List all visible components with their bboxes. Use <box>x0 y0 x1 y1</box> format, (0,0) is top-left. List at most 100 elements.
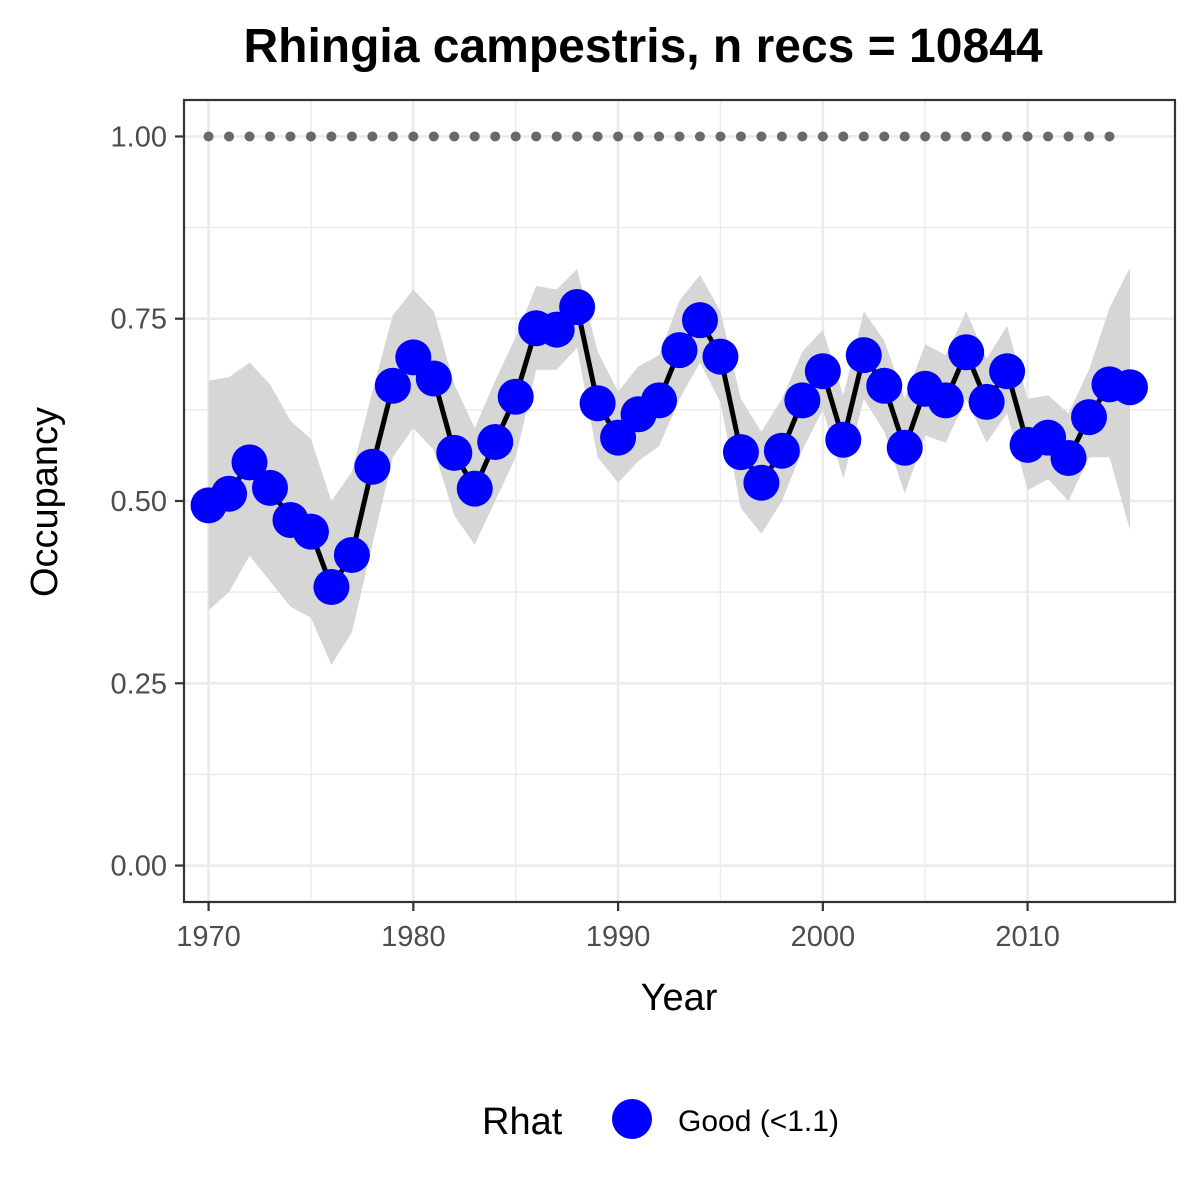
occupancy-points-layer <box>190 289 1148 606</box>
reference-point <box>838 131 849 142</box>
reference-point <box>735 131 746 142</box>
reference-point <box>469 131 480 142</box>
reference-point <box>1002 131 1013 142</box>
occupancy-point <box>845 337 882 374</box>
chart-title: Rhingia campestris, n recs = 10844 <box>243 20 1042 73</box>
reference-point <box>264 131 275 142</box>
reference-point <box>613 131 624 142</box>
y-axis-tick-label: 0.50 <box>111 486 167 518</box>
reference-point <box>490 131 501 142</box>
reference-point <box>1043 131 1054 142</box>
occupancy-point <box>436 434 473 471</box>
reference-point <box>367 131 378 142</box>
reference-point <box>510 131 521 142</box>
occupancy-point <box>784 382 821 419</box>
occupancy-point <box>313 569 350 606</box>
reference-point <box>961 131 972 142</box>
reference-point <box>326 131 337 142</box>
reference-point <box>981 131 992 142</box>
reference-point <box>572 131 583 142</box>
reference-point <box>858 131 869 142</box>
occupancy-point <box>825 421 862 458</box>
reference-point <box>408 131 419 142</box>
y-axis: 0.00 0.25 0.50 0.75 1.00 <box>111 121 184 883</box>
occupancy-point <box>927 382 964 419</box>
reference-point <box>899 131 910 142</box>
x-axis-title: Year <box>641 977 718 1019</box>
occupancy-point <box>968 383 1005 420</box>
x-axis-tick-label: 2000 <box>791 921 856 953</box>
occupancy-point <box>948 334 985 371</box>
occupancy-point <box>231 444 268 481</box>
occupancy-point <box>497 378 534 415</box>
reference-point <box>305 131 316 142</box>
reference-point <box>797 131 808 142</box>
legend-key-point <box>612 1099 652 1139</box>
reference-point <box>654 131 665 142</box>
occupancy-point <box>886 429 923 466</box>
reference-point <box>940 131 951 142</box>
reference-point <box>1022 131 1033 142</box>
occupancy-point <box>333 536 370 573</box>
y-axis-tick-label: 0.75 <box>111 304 167 336</box>
occupancy-point <box>579 385 616 422</box>
trend-line-layer <box>207 304 1131 590</box>
reference-point <box>531 131 542 142</box>
occupancy-point <box>641 382 678 419</box>
x-axis: 1970 1980 1990 2000 2010 <box>176 902 1060 953</box>
reference-point <box>879 131 890 142</box>
x-axis-tick-label: 1980 <box>381 921 446 953</box>
occupancy-point <box>681 302 718 339</box>
occupancy-point <box>1050 439 1087 476</box>
occupancy-point <box>456 470 493 507</box>
reference-point <box>592 131 603 142</box>
legend-title: Rhat <box>482 1101 563 1143</box>
x-axis-tick-label: 2010 <box>995 921 1060 953</box>
reference-point <box>817 131 828 142</box>
occupancy-point <box>415 360 452 397</box>
y-axis-tick-label: 0.00 <box>111 851 167 883</box>
reference-point <box>428 131 439 142</box>
reference-point <box>224 131 235 142</box>
reference-point <box>449 131 460 142</box>
reference-point <box>776 131 787 142</box>
occupancy-point <box>1071 399 1108 436</box>
y-axis-tick-label: 0.25 <box>111 668 167 700</box>
occupancy-point <box>763 432 800 469</box>
reference-point <box>1063 131 1074 142</box>
occupancy-point <box>292 513 329 550</box>
occupancy-trend-line <box>207 304 1131 590</box>
y-axis-tick-label: 1.00 <box>111 121 167 153</box>
occupancy-point <box>661 332 698 369</box>
reference-point <box>715 131 726 142</box>
reference-point <box>920 131 931 142</box>
occupancy-point <box>251 469 288 506</box>
occupancy-point <box>600 419 637 456</box>
occupancy-point <box>477 423 514 460</box>
reference-point <box>244 131 255 142</box>
occupancy-point <box>989 353 1026 390</box>
occupancy-point <box>354 448 391 485</box>
reference-point <box>285 131 296 142</box>
x-axis-tick-label: 1970 <box>176 921 241 953</box>
reference-point <box>756 131 767 142</box>
reference-point <box>203 131 214 142</box>
occupancy-point <box>211 475 248 512</box>
reference-point <box>346 131 357 142</box>
occupancy-point <box>722 434 759 471</box>
occupancy-point <box>866 367 903 404</box>
reference-point <box>551 131 562 142</box>
occupancy-point <box>559 289 596 326</box>
reference-point <box>1084 131 1095 142</box>
reference-point <box>674 131 685 142</box>
occupancy-point <box>702 338 739 375</box>
reference-point <box>387 131 398 142</box>
occupancy-point <box>1111 369 1148 406</box>
reference-point <box>633 131 644 142</box>
y-axis-title: Occupancy <box>24 407 66 597</box>
legend: Rhat Good (<1.1) <box>482 1099 839 1143</box>
occupancy-point <box>374 367 411 404</box>
occupancy-point <box>743 464 780 501</box>
x-axis-tick-label: 1990 <box>586 921 651 953</box>
